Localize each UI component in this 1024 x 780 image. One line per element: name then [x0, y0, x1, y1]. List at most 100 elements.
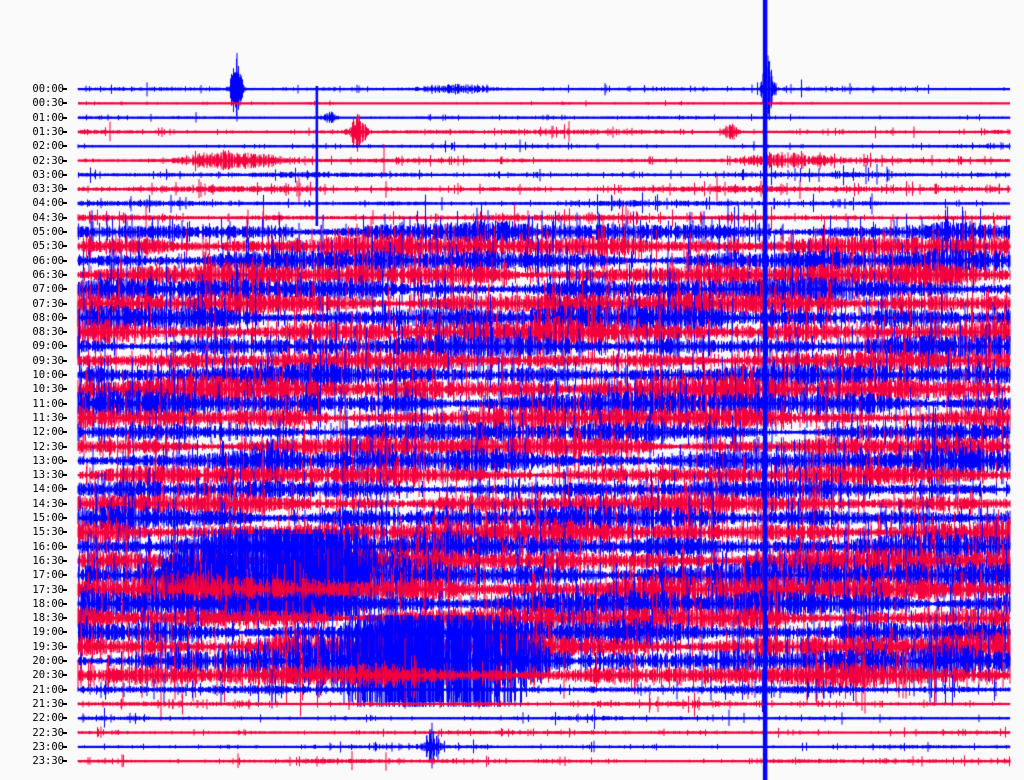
- time-tick-mark: [62, 245, 67, 248]
- time-tick-label: 04:30: [32, 211, 64, 224]
- time-tick-label: 11:30: [32, 411, 64, 424]
- time-tick-row: 05:30: [0, 240, 78, 252]
- time-tick-row: 15:00: [0, 512, 78, 524]
- time-tick-mark: [62, 402, 67, 405]
- time-tick-mark: [62, 431, 67, 434]
- time-tick-mark: [62, 88, 67, 90]
- time-tick-label: 07:30: [32, 297, 64, 310]
- time-tick-label: 05:30: [32, 240, 64, 253]
- time-tick-mark: [62, 545, 67, 548]
- time-tick-label: 23:00: [32, 740, 64, 753]
- time-tick-label: 06:00: [32, 254, 64, 267]
- time-tick-label: 20:00: [32, 655, 64, 667]
- time-tick-mark: [62, 731, 67, 734]
- time-tick-label: 15:30: [32, 526, 64, 539]
- time-tick-label: 14:00: [32, 483, 64, 496]
- time-tick-label: 19:30: [32, 640, 64, 653]
- time-tick-row: 06:30: [0, 269, 78, 281]
- time-tick-label: 07:00: [32, 283, 64, 296]
- time-tick-mark: [62, 331, 67, 334]
- time-tick-label: 12:00: [32, 426, 64, 439]
- time-tick-label: 09:00: [32, 340, 64, 353]
- time-tick-row: 09:00: [0, 340, 78, 352]
- time-tick-row: 02:30: [0, 155, 78, 167]
- time-tick-row: 12:30: [0, 441, 78, 453]
- time-tick-mark: [62, 416, 67, 419]
- time-tick-mark: [62, 116, 67, 119]
- time-tick-mark: [62, 145, 67, 148]
- time-tick-mark: [62, 602, 67, 605]
- time-tick-mark: [62, 459, 67, 462]
- time-tick-row: 09:30: [0, 355, 78, 367]
- time-tick-row: 06:00: [0, 255, 78, 267]
- time-tick-mark: [62, 288, 67, 291]
- time-tick-row: 10:00: [0, 369, 78, 381]
- time-tick-mark: [62, 216, 67, 219]
- time-tick-mark: [62, 102, 67, 105]
- time-tick-mark: [62, 488, 67, 491]
- time-tick-row: 19:30: [0, 641, 78, 653]
- time-tick-row: 20:30: [0, 669, 78, 681]
- time-tick-row: 21:30: [0, 698, 78, 710]
- time-tick-label: 16:00: [32, 540, 64, 553]
- time-tick-row: 17:30: [0, 584, 78, 596]
- time-tick-row: 01:00: [0, 112, 78, 124]
- time-tick-label: 03:30: [32, 183, 64, 196]
- time-tick-mark: [62, 674, 67, 677]
- time-tick-row: 18:00: [0, 598, 78, 610]
- time-tick-label: 18:30: [32, 612, 64, 625]
- time-tick-row: 22:00: [0, 712, 78, 724]
- time-tick-row: 02:00: [0, 140, 78, 152]
- time-tick-row: 17:00: [0, 569, 78, 581]
- time-tick-mark: [62, 559, 67, 562]
- time-tick-label: 04:00: [32, 197, 64, 210]
- time-tick-label: 23:30: [32, 755, 64, 768]
- time-tick-label: 15:00: [32, 512, 64, 524]
- time-tick-label: 22:00: [32, 712, 64, 725]
- time-tick-mark: [62, 717, 67, 720]
- time-tick-row: 10:30: [0, 383, 78, 395]
- time-tick-row: 11:30: [0, 412, 78, 424]
- time-tick-label: 16:30: [32, 554, 64, 567]
- time-tick-label: 02:00: [32, 140, 64, 153]
- time-tick-mark: [62, 760, 67, 763]
- time-tick-mark: [62, 316, 67, 319]
- time-tick-mark: [62, 259, 67, 262]
- time-tick-label: 08:30: [32, 326, 64, 339]
- time-tick-mark: [62, 502, 67, 505]
- time-tick-mark: [62, 702, 67, 705]
- time-tick-row: 00:30: [0, 97, 78, 109]
- time-tick-row: 15:30: [0, 526, 78, 538]
- time-tick-row: 07:00: [0, 283, 78, 295]
- time-tick-mark: [62, 273, 67, 276]
- time-tick-mark: [62, 645, 67, 648]
- time-tick-row: 08:00: [0, 312, 78, 324]
- time-tick-mark: [62, 302, 67, 305]
- time-tick-label: 19:00: [32, 626, 64, 639]
- time-tick-mark: [62, 445, 67, 448]
- time-tick-row: 07:30: [0, 298, 78, 310]
- time-tick-mark: [62, 130, 67, 133]
- time-tick-label: 00:00: [32, 83, 64, 95]
- time-axis: 00:00 00:30 01:00 01:30 02:00 02:30 03:00 03:30…: [0, 0, 78, 780]
- time-tick-label: 13:30: [32, 469, 64, 482]
- time-tick-row: 23:00: [0, 741, 78, 753]
- time-tick-label: 12:30: [32, 440, 64, 453]
- time-tick-mark: [62, 688, 67, 691]
- time-tick-row: 23:30: [0, 755, 78, 767]
- time-tick-label: 06:30: [32, 268, 64, 281]
- time-tick-row: 05:00: [0, 226, 78, 238]
- time-tick-label: 02:30: [32, 154, 64, 167]
- time-tick-row: 14:00: [0, 483, 78, 495]
- time-tick-row: 13:30: [0, 469, 78, 481]
- time-tick-label: 09:30: [32, 354, 64, 367]
- time-tick-label: 11:00: [32, 397, 64, 410]
- time-tick-label: 17:30: [32, 583, 64, 596]
- time-tick-mark: [62, 173, 67, 176]
- time-tick-label: 17:00: [32, 569, 64, 582]
- time-tick-row: 21:00: [0, 684, 78, 696]
- time-tick-label: 10:00: [32, 369, 64, 381]
- time-tick-mark: [62, 588, 67, 591]
